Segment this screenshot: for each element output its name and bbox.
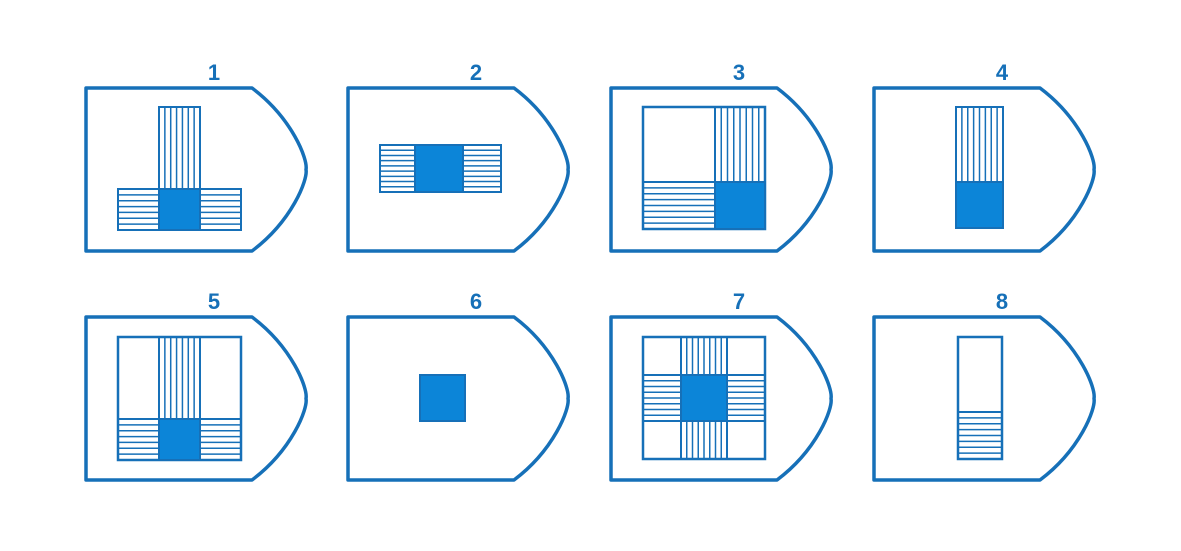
filled-square [158,418,201,461]
horizontal-stripes [117,188,160,231]
horizontal-stripes [726,374,766,422]
stripe-cell-border [462,144,502,193]
panel-outline [872,86,1096,253]
horizontal-stripes [117,418,160,461]
vertical-stripes [680,336,728,376]
vertical-stripes [158,106,201,190]
panel-2: 2 [346,60,570,253]
panel-7: 7 [609,289,833,482]
panel-outline [84,315,308,482]
horizontal-stripes [642,374,682,422]
panel-number: 1 [208,60,220,85]
horizontal-stripes [957,411,1003,460]
panel-number: 4 [996,60,1009,85]
filled-square [419,374,466,422]
panels-group: 1 2 3 4 5 6 7 8 [84,60,1096,482]
panel-outline [872,315,1096,482]
vertical-stripes [955,106,1004,183]
panel-6: 6 [346,289,570,482]
panel-number: 3 [733,60,745,85]
panel-3: 3 [609,60,833,253]
filled-square [158,188,201,231]
filled-square [680,374,728,422]
panel-number: 6 [470,289,482,314]
stripe-cell-border [199,188,242,231]
panel-number: 8 [996,289,1008,314]
vertical-stripes [680,420,728,460]
stripe-cell-border [379,144,416,193]
filled-square [414,144,464,193]
panel-outline [346,315,570,482]
horizontal-stripes [642,181,716,230]
horizontal-stripes [199,188,242,231]
panel-1: 1 [84,60,308,253]
panel-5: 5 [84,289,308,482]
panel-8: 8 [872,289,1096,482]
panel-number: 7 [733,289,745,314]
horizontal-stripes [462,144,502,193]
panel-outline [609,86,833,253]
panel-4: 4 [872,60,1096,253]
stripe-cell-border [199,418,242,461]
filled-square [714,181,766,230]
filled-square [955,181,1004,229]
panel-number: 2 [470,60,482,85]
panel-number: 5 [208,289,220,314]
vertical-stripes [714,106,766,183]
panel-outline [84,86,308,253]
horizontal-stripes [379,144,416,193]
horizontal-stripes [199,418,242,461]
panel-outline [346,86,570,253]
vertical-stripes [158,336,201,420]
panel-outline [609,315,833,482]
